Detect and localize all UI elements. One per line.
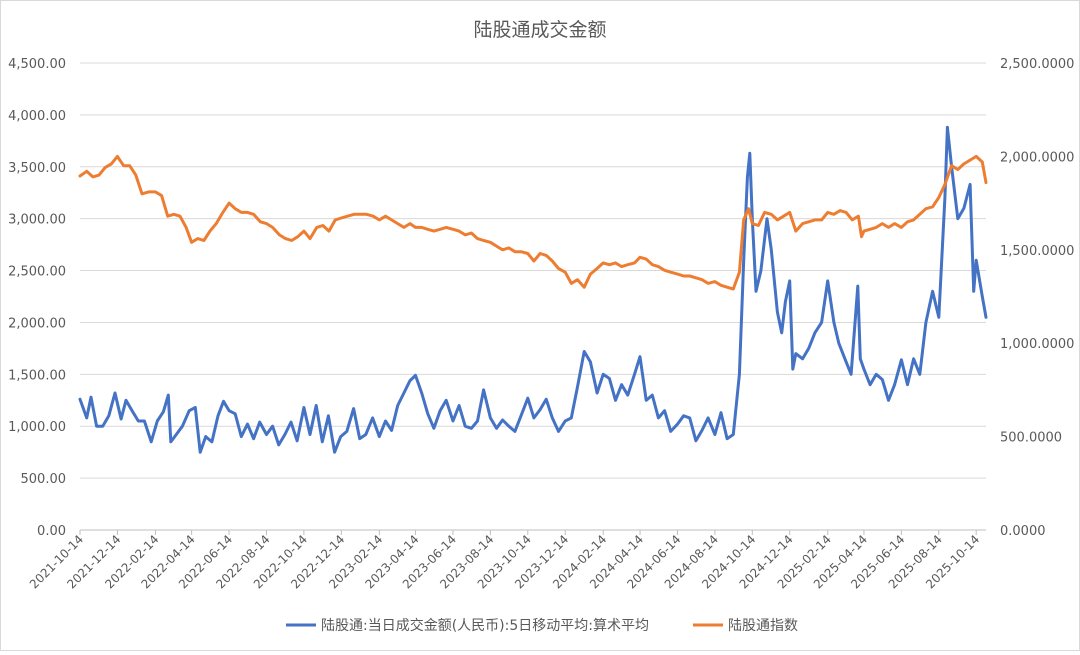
y-right-tick-label: 0.0000: [1000, 524, 1046, 539]
y-left-tick-label: 500.00: [21, 472, 67, 487]
y-right-tick-label: 1,000.0000: [1000, 337, 1074, 352]
y-left-tick-label: 2,500.00: [8, 265, 66, 280]
y-right-tick-label: 2,500.0000: [1000, 57, 1074, 72]
series-line-trading-amount: [78, 125, 988, 454]
chart-title: 陆股通成交金额: [473, 19, 606, 41]
y-right-tick-label: 500.0000: [1000, 431, 1062, 446]
right-axis-ticks: 0.0000 500.0000 1,000.0000 1,500.0000 2,000.…: [1000, 57, 1074, 539]
series-lines: [78, 125, 988, 454]
legend-label-index: 陆股通指数: [728, 618, 798, 634]
y-left-tick-label: 1,000.00: [8, 420, 66, 435]
legend: 陆股通:当日成交金额(人民币):5日移动平均:算术平均 陆股通指数: [286, 617, 798, 634]
y-left-tick-label: 4,000.00: [8, 109, 66, 124]
y-left-tick-label: 0.00: [37, 524, 66, 539]
y-right-tick-label: 2,000.0000: [1000, 150, 1074, 165]
legend-label-trading-amount: 陆股通:当日成交金额(人民币):5日移动平均:算术平均: [321, 617, 649, 634]
grid-lines: [80, 62, 986, 531]
left-axis-ticks: 0.00 500.00 1,000.00 1,500.00 2,000.00 2,500.…: [8, 57, 66, 539]
y-left-tick-label: 3,000.00: [8, 213, 66, 228]
series-line-index: [78, 154, 988, 291]
y-left-tick-label: 1,500.00: [8, 368, 66, 383]
y-right-tick-label: 1,500.0000: [1000, 244, 1074, 259]
y-left-tick-label: 2,000.00: [8, 316, 66, 331]
y-left-tick-label: 4,500.00: [8, 57, 66, 72]
y-left-tick-label: 3,500.00: [8, 161, 66, 176]
